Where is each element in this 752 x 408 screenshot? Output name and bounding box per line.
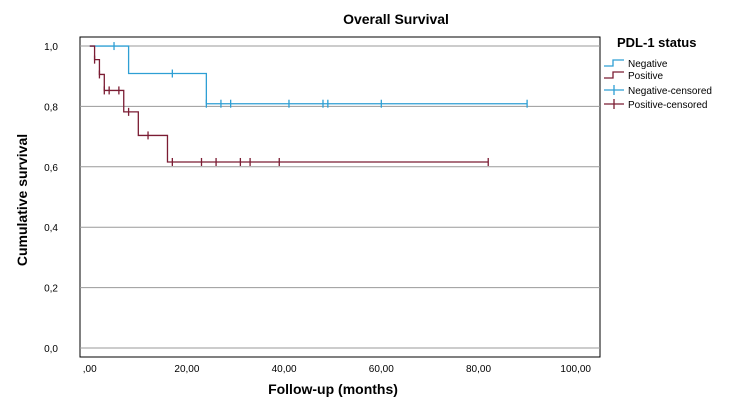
y-tick-label: 0,0 [44,344,58,355]
x-axis-label: Follow-up (months) [268,381,398,397]
x-tick-label: 20,00 [174,364,199,375]
x-tick-label: 60,00 [369,364,394,375]
legend-swatch-positive [604,71,624,79]
series-lines [89,42,528,166]
x-tick-label: 40,00 [272,364,297,375]
y-tick-label: 0,2 [44,284,58,295]
legend-title: PDL-1 status [617,35,696,50]
x-tick-label: ,00 [83,364,97,375]
legend-item-negative-censored: Negative-censored [628,86,712,97]
y-tick-labels: 0,0 0,2 0,4 0,6 0,8 1,0 [44,42,58,355]
x-tick-labels: ,00 20,00 40,00 60,00 80,00 100,00 [83,364,592,375]
legend-item-positive: Positive [628,71,663,82]
y-tick-label: 0,6 [44,163,58,174]
y-tick-label: 0,4 [44,223,58,234]
positive-survival-line [89,45,489,163]
x-tick-label: 80,00 [466,364,491,375]
gridlines [80,45,600,349]
legend-item-positive-censored: Positive-censored [628,100,707,111]
plot-area [79,36,601,358]
y-tick-label: 1,0 [44,42,58,53]
x-tick-label: 100,00 [560,364,591,375]
y-axis-label: Cumulative survival [14,134,30,266]
chart-title: Overall Survival [343,11,449,27]
y-tick-label: 0,8 [44,102,58,113]
legend-swatch-negative [604,59,624,67]
legend-item-negative: Negative [628,59,668,70]
negative-survival-line [89,45,528,105]
